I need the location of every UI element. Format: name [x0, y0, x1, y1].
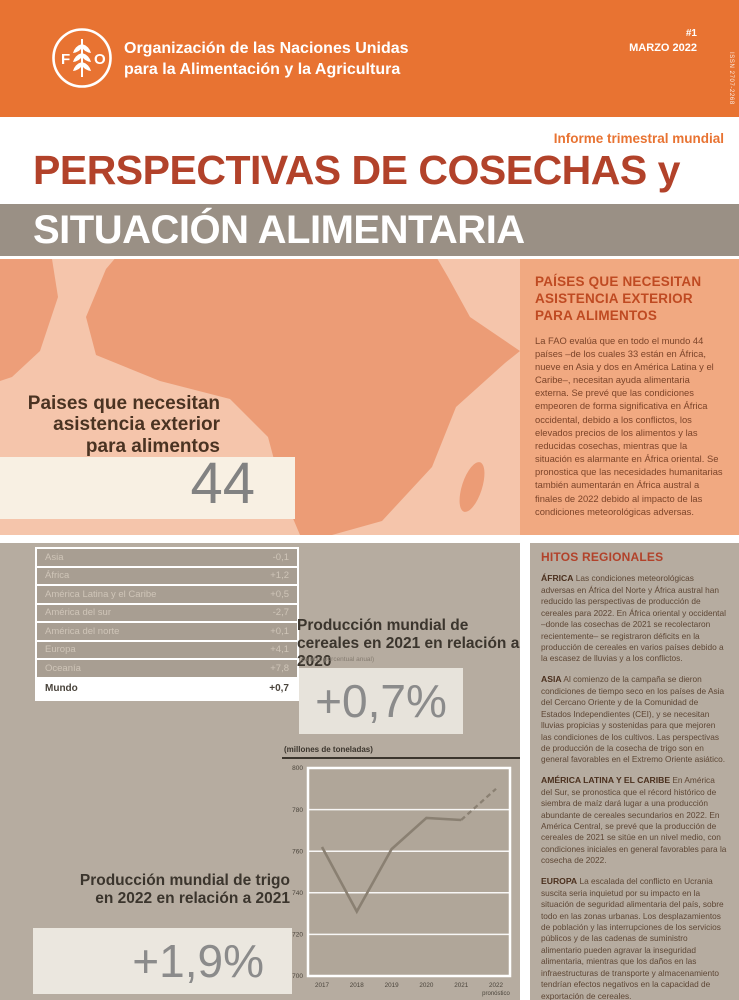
- region-value: +0,1: [270, 625, 289, 637]
- fao-logo-icon: F O: [52, 28, 112, 88]
- highlight-text: Las condiciones meteorológicas adversas …: [541, 573, 726, 664]
- svg-text:2019: 2019: [385, 982, 400, 989]
- highlight-section: AMÉRICA LATINA Y EL CARIBE En América de…: [541, 775, 728, 867]
- highlight-section: EUROPA La escalada del conflicto en Ucra…: [541, 876, 728, 1000]
- svg-text:2020: 2020: [419, 982, 434, 989]
- table-row: Oceanía +7,8: [37, 660, 297, 677]
- world-label: Mundo: [45, 683, 78, 694]
- sidebar-heading: PAÍSES QUE NECESITAN ASISTENCIA EXTERIOR…: [535, 274, 702, 323]
- cereal-value-band: +0,7%: [299, 668, 463, 734]
- organization-name: Organización de las Naciones Unidas para…: [124, 38, 409, 80]
- wheat-production-heading: Producción mundial de trigo en 2022 en r…: [79, 872, 290, 907]
- svg-text:800: 800: [292, 765, 303, 772]
- svg-text:2021: 2021: [454, 982, 469, 989]
- wheat-change-value: +1,9%: [132, 935, 264, 987]
- svg-text:O: O: [94, 51, 106, 68]
- table-row: América del sur -2,7: [37, 604, 297, 621]
- table-row: Europa +4,1: [37, 641, 297, 658]
- cereal-change-value: +0,7%: [315, 675, 447, 727]
- issue-block: #1 MARZO 2022: [629, 28, 697, 54]
- svg-text:2018: 2018: [350, 982, 365, 989]
- issn-label: ISSN 2707-2268: [728, 52, 734, 105]
- highlight-text: Al comienzo de la campaña se dieron cond…: [541, 673, 726, 765]
- map-caption: Paises que necesitan asistencia exterior…: [27, 393, 220, 457]
- highlight-text: La escalada del conflicto en Ucrania sus…: [541, 875, 724, 1000]
- cereal-production-subnote: (cambio porcentual anual): [299, 656, 375, 663]
- highlight-region-name: ASIA: [541, 673, 562, 684]
- table-row: América Latina y el Caribe +0,5: [37, 586, 297, 603]
- svg-text:700: 700: [292, 973, 303, 980]
- region-label: América del sur: [45, 607, 111, 619]
- highlight-region-name: EUROPA: [541, 875, 578, 886]
- issue-number: #1: [685, 28, 697, 39]
- region-value: -0,1: [272, 551, 289, 563]
- country-count: 44: [190, 451, 255, 516]
- region-label: Oceanía: [45, 662, 81, 674]
- highlight-region-name: ÁFRICA: [541, 573, 574, 583]
- wheat-value-band: +1,9%: [33, 928, 292, 994]
- cereal-production-heading: Producción mundial de cereales en 2021 e…: [297, 617, 520, 670]
- highlight-section: ÁFRICA Las condiciones meteorológicas ad…: [541, 573, 728, 665]
- svg-text:2017: 2017: [315, 982, 330, 989]
- svg-text:760: 760: [292, 848, 303, 855]
- regional-change-table: Asia -0,1 África +1,2 América Latina y e…: [35, 547, 299, 701]
- region-label: Europa: [45, 644, 76, 656]
- header-band: F O Organización de las Naciones Unidas …: [0, 0, 739, 117]
- svg-text:pronóstico: pronóstico: [482, 991, 510, 997]
- chart-title: (millones de toneladas): [284, 745, 373, 754]
- org-name-line1: Organización de las Naciones Unidas: [124, 40, 409, 57]
- table-total-row: Mundo +0,7: [37, 678, 297, 699]
- statistics-section: Asia -0,1 África +1,2 América Latina y e…: [0, 543, 520, 1000]
- region-value: +4,1: [270, 644, 289, 656]
- svg-text:F: F: [61, 51, 70, 68]
- country-count-band: 44: [0, 453, 295, 519]
- issue-date: MARZO 2022: [629, 42, 697, 54]
- africa-map-icon: [0, 259, 520, 535]
- regional-highlights-column: HITOS REGIONALES ÁFRICA Las condiciones …: [530, 543, 739, 1000]
- region-value: +7,8: [270, 662, 289, 674]
- wheat-production-chart: 700 720 740 760 780 800 2017 2018 2019 2020 2021 20…: [292, 765, 512, 997]
- sidebar-body-text: La FAO evalúa que en todo el mundo 44 pa…: [535, 334, 723, 517]
- chart-divider: [282, 757, 520, 759]
- report-title-line2: SITUACIÓN ALIMENTARIA: [33, 208, 525, 252]
- report-kicker: Informe trimestral mundial: [553, 131, 724, 146]
- highlight-region-name: AMÉRICA LATINA Y EL CARIBE: [541, 774, 671, 785]
- svg-text:2022: 2022: [489, 982, 504, 989]
- region-label: África: [45, 570, 70, 582]
- table-row: América del norte +0,1: [37, 623, 297, 640]
- report-title-line1: PERSPECTIVAS DE COSECHAS y: [33, 147, 680, 193]
- title-band: SITUACIÓN ALIMENTARIA: [0, 204, 739, 256]
- org-name-line2: para la Alimentación y la Agricultura: [124, 61, 401, 79]
- highlights-heading: HITOS REGIONALES: [541, 550, 664, 564]
- region-value: +1,2: [270, 570, 289, 582]
- table-row: África +1,2: [37, 567, 297, 584]
- region-value: -2,7: [272, 607, 289, 619]
- region-label: América del norte: [45, 625, 120, 637]
- table-row: Asia -0,1: [37, 549, 297, 566]
- highlights-list: ÁFRICA Las condiciones meteorológicas ad…: [541, 573, 728, 1000]
- region-label: Asia: [45, 551, 64, 563]
- highlight-text: En América del Sur, se pronostica que el…: [541, 774, 727, 866]
- assistance-sidebar: PAÍSES QUE NECESITAN ASISTENCIA EXTERIOR…: [520, 259, 739, 535]
- africa-map-section: Paises que necesitan asistencia exterior…: [0, 259, 520, 535]
- region-label: América Latina y el Caribe: [45, 588, 157, 600]
- highlight-section: ASIA Al comienzo de la campaña se dieron…: [541, 674, 728, 766]
- svg-text:720: 720: [292, 932, 303, 939]
- world-value: +0,7: [269, 683, 289, 694]
- region-value: +0,5: [270, 588, 289, 600]
- svg-text:740: 740: [292, 890, 303, 897]
- svg-text:780: 780: [292, 807, 303, 814]
